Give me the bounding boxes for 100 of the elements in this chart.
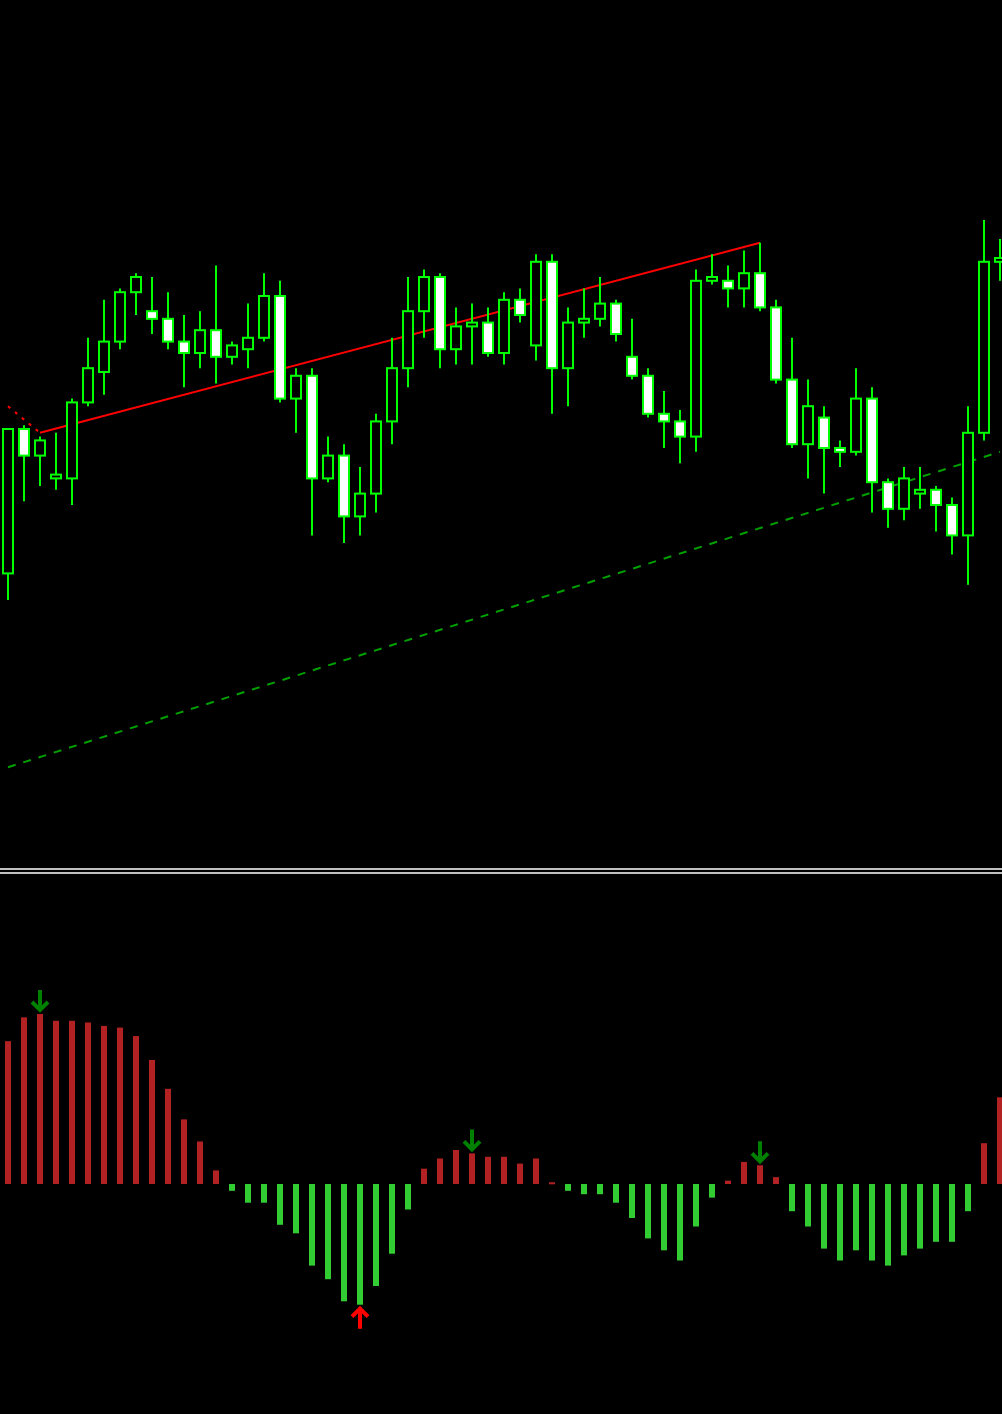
candlestick xyxy=(146,276,158,335)
bar xyxy=(933,1184,939,1242)
bar xyxy=(117,1027,123,1184)
candlestick xyxy=(706,253,718,286)
candlestick xyxy=(930,485,942,533)
bar xyxy=(565,1184,571,1191)
candlestick xyxy=(818,405,830,495)
bar xyxy=(373,1184,379,1286)
bar xyxy=(757,1165,763,1184)
bar xyxy=(885,1184,891,1266)
bar xyxy=(693,1184,699,1227)
candlestick xyxy=(162,291,174,351)
bar xyxy=(629,1184,635,1218)
bar xyxy=(229,1184,235,1191)
candlestick xyxy=(914,466,926,510)
candlestick xyxy=(322,435,334,484)
candlestick xyxy=(194,310,206,370)
bar xyxy=(485,1156,491,1184)
bar xyxy=(837,1184,843,1261)
bar xyxy=(293,1184,299,1234)
candlestick xyxy=(178,314,190,389)
bar xyxy=(917,1184,923,1249)
bar xyxy=(181,1119,187,1184)
candlestick xyxy=(354,466,366,537)
bar xyxy=(965,1184,971,1212)
bar xyxy=(389,1184,395,1254)
bar xyxy=(357,1184,363,1305)
bar xyxy=(101,1025,107,1184)
bar xyxy=(661,1184,667,1251)
bar xyxy=(85,1022,91,1184)
candlestick xyxy=(610,298,622,343)
candlestick xyxy=(258,272,270,343)
bar xyxy=(853,1184,859,1251)
candlestick xyxy=(834,439,846,468)
bar xyxy=(341,1184,347,1302)
bar xyxy=(21,1017,27,1184)
bar xyxy=(261,1184,267,1203)
bar xyxy=(597,1184,603,1195)
bar xyxy=(997,1097,1002,1184)
bar xyxy=(213,1170,219,1184)
bar xyxy=(773,1177,779,1184)
candlestick xyxy=(34,435,46,487)
candlestick xyxy=(946,496,958,556)
bar xyxy=(53,1020,59,1184)
candlestick xyxy=(642,367,654,419)
bar xyxy=(789,1184,795,1212)
candlestick xyxy=(658,390,670,449)
bar xyxy=(901,1184,907,1256)
bar xyxy=(453,1150,459,1184)
candlestick xyxy=(18,424,30,503)
candlestick xyxy=(226,340,238,366)
candlestick xyxy=(82,336,94,408)
candlestick xyxy=(738,249,750,309)
bar xyxy=(469,1153,475,1184)
candlestick xyxy=(290,367,302,434)
bar xyxy=(581,1184,587,1195)
bar xyxy=(69,1020,75,1184)
candlestick xyxy=(482,306,494,358)
candlestick xyxy=(514,287,526,324)
bar xyxy=(133,1036,139,1184)
bar xyxy=(437,1158,443,1184)
candlestick xyxy=(754,241,766,313)
candlestick xyxy=(674,409,686,465)
candlestick xyxy=(802,378,814,480)
bar xyxy=(533,1158,539,1184)
candlestick xyxy=(722,264,734,309)
bar xyxy=(981,1143,987,1184)
candlestick xyxy=(594,276,606,328)
candlestick xyxy=(450,306,462,366)
bar xyxy=(421,1168,427,1184)
bar xyxy=(821,1184,827,1249)
bar xyxy=(197,1141,203,1184)
bar xyxy=(501,1156,507,1184)
candlestick xyxy=(466,302,478,366)
candlestick xyxy=(210,264,222,385)
bar xyxy=(869,1184,875,1261)
bar xyxy=(613,1184,619,1203)
bar xyxy=(677,1184,683,1261)
bar xyxy=(741,1161,747,1184)
bar xyxy=(709,1184,715,1198)
bar xyxy=(325,1184,331,1280)
bar xyxy=(405,1184,411,1210)
bar xyxy=(165,1088,171,1184)
candlestick xyxy=(562,306,574,408)
bar xyxy=(37,1014,43,1184)
bar xyxy=(149,1059,155,1184)
candlestick xyxy=(626,317,638,381)
candlestick xyxy=(898,466,910,522)
candlestick xyxy=(578,287,590,339)
candlestick xyxy=(242,302,254,370)
candlestick xyxy=(50,431,62,491)
bar xyxy=(805,1184,811,1227)
bar xyxy=(277,1184,283,1225)
candlestick xyxy=(130,272,142,316)
candlestick xyxy=(418,268,430,339)
bar xyxy=(5,1041,11,1184)
candlestick xyxy=(98,298,110,396)
bar xyxy=(949,1184,955,1242)
bar xyxy=(245,1184,251,1203)
bar xyxy=(645,1184,651,1239)
